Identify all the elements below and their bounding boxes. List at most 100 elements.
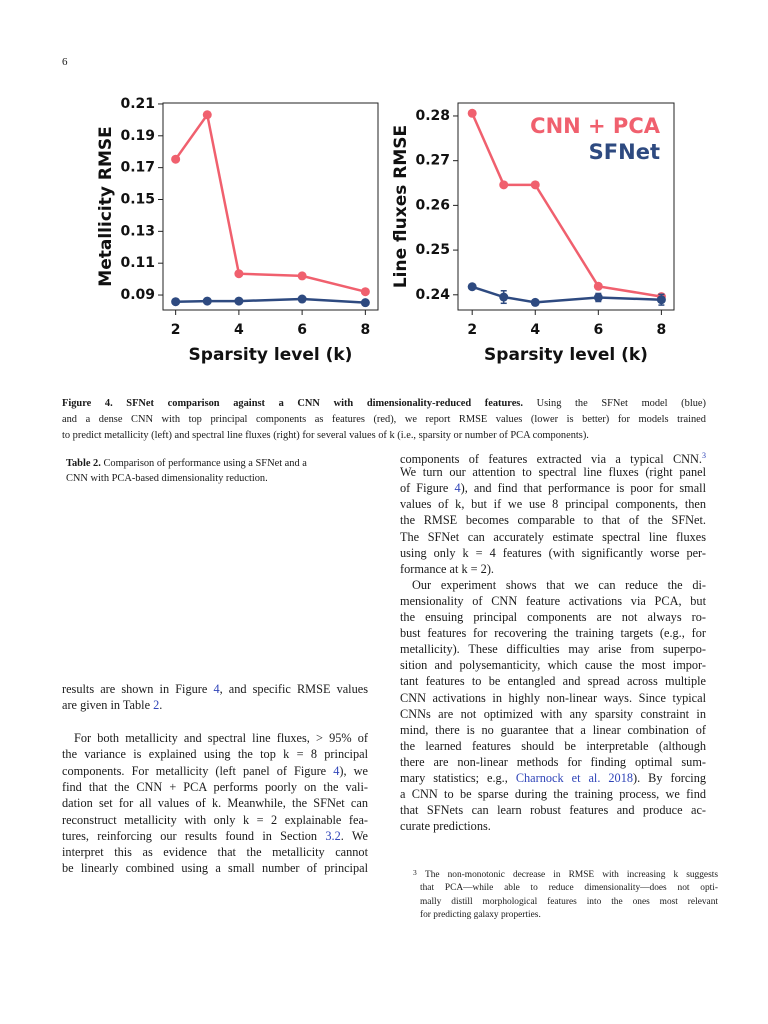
text-line: the ensuing principal components are not… xyxy=(400,610,706,624)
text-span: are given in Table xyxy=(62,698,154,713)
data-point xyxy=(234,296,244,306)
page-number: 6 xyxy=(62,56,68,68)
text-line: CNNs are not optimized with any sparsity… xyxy=(400,706,706,721)
text-line: CNN activations in highly non-linear way… xyxy=(400,690,706,705)
caption-line: and a dense CNN with top principal compo… xyxy=(62,414,706,425)
x-axis-label: Sparsity level (k) xyxy=(189,345,353,365)
y-tick-label: 0.25 xyxy=(415,242,450,258)
text-line: mensionality of CNN feature activations … xyxy=(400,593,706,608)
text-line: The SFNet can accurately estimate spectr… xyxy=(400,529,706,544)
data-point xyxy=(499,292,509,302)
x-tick-label: 4 xyxy=(530,322,540,338)
text-span: results are shown in Figure xyxy=(62,682,214,696)
text-line: find that the CNN + PCA performs poorly … xyxy=(62,779,368,794)
data-point xyxy=(467,108,477,118)
text-line: the RMSE becomes comparable to that of t… xyxy=(400,513,706,528)
data-point xyxy=(499,180,509,190)
data-point xyxy=(202,110,212,120)
data-point xyxy=(234,269,244,279)
text-line: the variance is explained using the top … xyxy=(62,747,368,762)
reference-link: 3.2 xyxy=(325,828,341,843)
text-line: For both metallicity and spectral line f… xyxy=(74,731,368,745)
text-span: ), and find that performance is poor for… xyxy=(460,481,706,496)
y-tick-label: 0.21 xyxy=(120,96,155,112)
y-tick-label: 0.13 xyxy=(120,223,155,239)
y-tick-label: 0.28 xyxy=(415,108,450,124)
text-line: formance at k = 2). xyxy=(400,561,494,576)
data-point xyxy=(530,180,540,190)
data-point xyxy=(360,287,370,297)
y-tick-label: 0.26 xyxy=(415,197,450,213)
text-line: tures, reinforcing our results found in … xyxy=(62,828,368,844)
data-point xyxy=(171,154,181,164)
text-line: We turn our attention to spectral line f… xyxy=(400,465,706,480)
caption-line: Figure 4. SFNet comparison against a CNN… xyxy=(62,397,706,411)
table-label: Table 2. xyxy=(66,458,101,469)
reference-link: 2 xyxy=(153,698,160,713)
text-line: components of features extracted via a t… xyxy=(400,448,706,467)
y-axis-label: Line fluxes RMSE xyxy=(391,125,411,288)
y-tick-label: 0.09 xyxy=(120,287,155,303)
text-line: mind, there is no guarantee that a linea… xyxy=(400,722,706,737)
plot-frame xyxy=(162,102,379,311)
footnote-line: The non-monotonic decrease in RMSE with … xyxy=(425,870,718,880)
text-line: that SFNets can learn robust features an… xyxy=(400,803,706,818)
x-tick-label: 4 xyxy=(234,322,244,338)
x-tick-label: 8 xyxy=(360,322,370,338)
text-line: curate predictions. xyxy=(400,819,491,834)
footnote-line: mally distill morphological features int… xyxy=(420,896,718,907)
x-tick-label: 2 xyxy=(171,322,181,338)
y-tick-label: 0.19 xyxy=(120,128,155,144)
y-tick-label: 0.27 xyxy=(415,153,450,169)
x-axis-label: Sparsity level (k) xyxy=(484,345,648,365)
data-point xyxy=(593,281,603,291)
y-tick-label: 0.17 xyxy=(120,160,155,176)
table-caption: Table 2. Comparison of performance using… xyxy=(66,457,366,471)
footnote-line: that PCA—while able to reduce dimensiona… xyxy=(420,883,718,894)
text-line: values of k, but if we use 8 principal c… xyxy=(400,497,706,512)
caption-line: to predict metallicity (left) and spectr… xyxy=(62,430,589,441)
text-line: bust features for recovering the trainin… xyxy=(400,626,706,641)
x-tick-label: 8 xyxy=(657,322,667,338)
text-line: sition and polysemanticity, which cause … xyxy=(400,658,706,673)
reference-link: 4 xyxy=(213,682,220,696)
caption-label: Figure 4. SFNet comparison against a CNN… xyxy=(62,398,523,409)
text-line: of Figure 4), and find that performance … xyxy=(400,480,706,496)
data-point xyxy=(297,294,307,304)
text-span: components. For metallicity (left panel … xyxy=(62,763,334,778)
text-line: tant features to be entangled and spread… xyxy=(400,674,706,689)
text-span: mary statistics; e.g., xyxy=(400,771,516,785)
text-span: components of features extracted via a t… xyxy=(400,452,702,466)
y-tick-label: 0.11 xyxy=(120,255,155,271)
text-span: tures, reinforcing our results found in … xyxy=(62,828,326,843)
text-line: be linearly combined using a small numbe… xyxy=(62,861,368,876)
footnote-line: for predicting galaxy properties. xyxy=(420,910,541,921)
data-point xyxy=(530,297,540,307)
reference-link: 4 xyxy=(454,481,461,496)
x-tick-label: 6 xyxy=(593,322,603,338)
reference-link: Charnock et al. 2018 xyxy=(515,771,633,785)
table-caption-line: CNN with PCA-based dimensionality reduct… xyxy=(66,473,268,484)
y-tick-label: 0.24 xyxy=(415,287,450,303)
data-point xyxy=(202,296,212,306)
plot-frame xyxy=(457,102,675,311)
reference-link: 4 xyxy=(333,763,340,778)
x-tick-label: 2 xyxy=(467,322,477,338)
text-span: . We xyxy=(340,828,368,843)
table-caption-text: Comparison of performance using a SFNet … xyxy=(103,458,307,469)
text-span: ). By forcing xyxy=(633,771,706,785)
x-tick-label: 6 xyxy=(297,322,307,338)
figure: 0.09 0.11 0.13 0.15 0.17 0.19 0.21 2 4 6 8 Sparsity… xyxy=(96,96,675,365)
text-line: reconstruct metallicity with only k = 2 … xyxy=(62,812,368,827)
text-line: Our experiment shows that we can reduce … xyxy=(412,577,706,592)
y-tick-label: 0.15 xyxy=(120,191,155,207)
text-span: of Figure xyxy=(400,481,455,496)
text-line: interpret this as evidence that the meta… xyxy=(62,845,368,860)
data-point xyxy=(171,297,181,307)
text-span: ), we xyxy=(339,763,368,778)
legend-entry: CNN + PCA xyxy=(530,114,661,138)
footnote-ref: 3 xyxy=(702,451,706,460)
y-axis-label: Metallicity RMSE xyxy=(96,126,116,286)
text-line: results are shown in Figure 4, and speci… xyxy=(62,681,368,697)
